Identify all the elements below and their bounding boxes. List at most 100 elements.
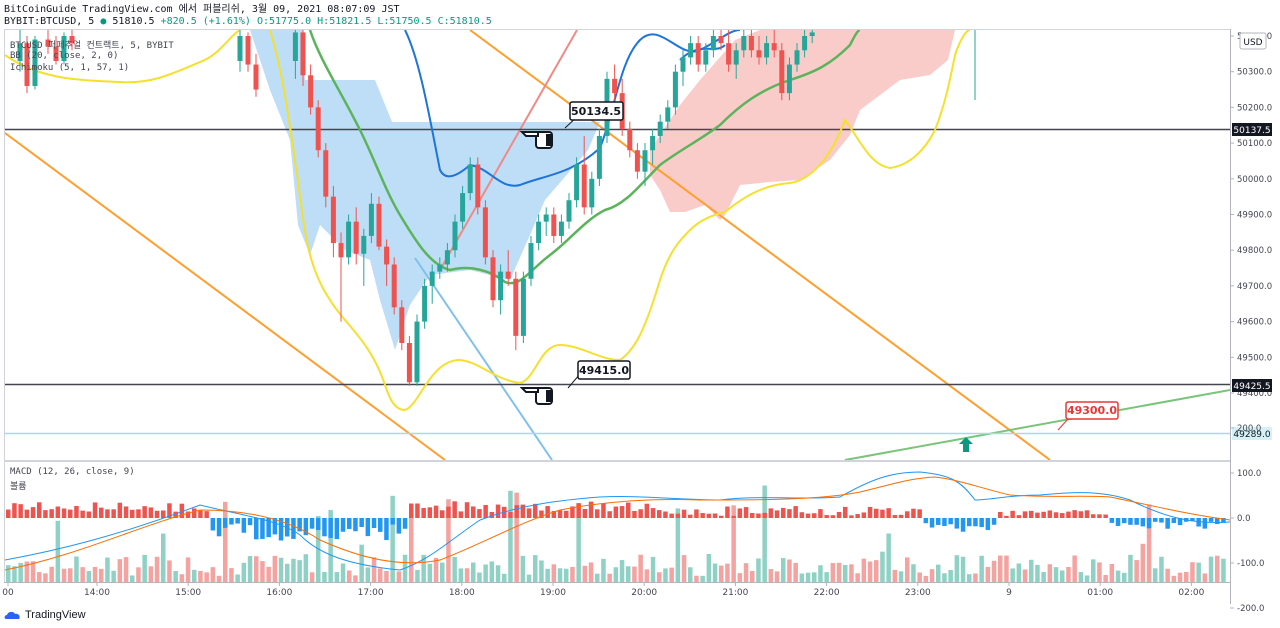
volume-bar — [1208, 556, 1214, 582]
price-badge-49425: 49425.5 — [1232, 379, 1272, 392]
volume-bar — [1109, 564, 1115, 582]
candle-body — [460, 193, 466, 222]
histogram-bar — [483, 504, 488, 518]
volume-bar — [378, 568, 383, 582]
candle-body — [300, 32, 306, 76]
time-axis[interactable]: 00 14:00 15:00 16:00 17:00 18:00 19:00 20:00 21:… — [2, 582, 1205, 598]
candle-body — [406, 343, 412, 383]
histogram-bar — [601, 503, 606, 518]
histogram-bar — [452, 501, 457, 518]
time-tick-label: 17:00 — [358, 588, 384, 598]
tradingview-cloud-icon — [4, 611, 20, 619]
main-price-pane[interactable] — [5, 25, 1230, 460]
volume-bar — [1047, 564, 1053, 582]
lightblue-trendline[interactable] — [414, 257, 553, 460]
volume-bar — [18, 563, 23, 582]
legend-bollinger[interactable]: BB (20, close, 2, 0) — [10, 51, 119, 61]
histogram-bar — [787, 509, 792, 518]
volume-bar — [111, 570, 116, 582]
histogram-bar — [793, 506, 798, 518]
macd-line — [5, 471, 1230, 571]
volume-bar — [24, 561, 30, 582]
legend-ichimoku[interactable]: Ichimoku (5, 1, 57, 1) — [10, 63, 130, 73]
price-axis[interactable]: 50400.050300.050200.050100.050000.049900… — [1230, 32, 1272, 399]
price-badge-50137-text: 50137.5 — [1233, 126, 1270, 136]
macd-signal-line — [5, 476, 1230, 571]
histogram-bar — [61, 508, 67, 518]
usd-badge[interactable]: USD — [1239, 32, 1267, 50]
legend-volume[interactable]: 볼륨 — [10, 482, 27, 492]
histogram-bar — [365, 518, 371, 537]
histogram-bar — [173, 511, 178, 518]
price-tick-label: 49900.0 — [1237, 211, 1272, 221]
candle-body — [771, 43, 777, 51]
candle-body — [323, 150, 329, 197]
candle-body — [581, 164, 587, 208]
volume-bar — [247, 556, 253, 582]
volume-bar — [725, 563, 730, 582]
time-tick-label: 16:00 — [266, 588, 292, 598]
histogram-bar — [1091, 514, 1096, 518]
tradingview-logo[interactable]: TradingView — [4, 609, 86, 621]
volume-bar — [12, 566, 17, 582]
histogram-bar — [328, 518, 333, 538]
callout-49415[interactable]: 49415.0 — [567, 360, 631, 389]
volume-bar — [130, 575, 135, 582]
price-badge-50137: 50137.5 — [1232, 123, 1272, 136]
histogram-bar — [390, 518, 395, 525]
volume-bar — [576, 504, 581, 582]
histogram-bar — [967, 518, 972, 527]
histogram-bar — [632, 510, 637, 518]
histogram-bar — [719, 515, 724, 518]
histogram-bar — [1010, 510, 1015, 518]
histogram-bar — [526, 508, 532, 518]
legend-symbol[interactable]: BTCUSD 퍼페추얼 컨트랙트, 5, BYBIT — [10, 41, 174, 51]
callout-49300[interactable]: 49300.0 — [1057, 401, 1119, 431]
histogram-bar — [533, 503, 538, 518]
histogram-bar — [409, 503, 414, 518]
histogram-bar — [675, 513, 681, 518]
volume-bar — [340, 563, 346, 582]
volume-bar — [1078, 572, 1084, 582]
histogram-bar — [595, 509, 600, 518]
volume-bar — [638, 554, 643, 582]
callout-50134[interactable]: 50134.5 — [564, 101, 624, 129]
candle-body — [237, 36, 243, 61]
histogram-bar — [322, 518, 327, 537]
ohlc-open: O:51775.0 — [256, 16, 312, 27]
symbol-line: BYBIT:BTCUSD, 5 ● 51810.5 +820.5 (+1.61%… — [4, 16, 492, 28]
volume-bar — [303, 554, 309, 582]
histogram-bar — [1153, 518, 1158, 522]
volume-bar — [1171, 575, 1177, 582]
legend-macd[interactable]: MACD (12, 26, close, 9) — [10, 467, 135, 477]
histogram-bar — [843, 506, 848, 518]
volume-bar — [123, 557, 129, 582]
orange-trendline-upper[interactable] — [469, 30, 1051, 460]
histogram-bar — [433, 505, 439, 518]
volume-bar — [396, 571, 402, 582]
histogram-bar — [954, 518, 960, 529]
volume-bar — [235, 574, 240, 582]
green-trendline[interactable] — [844, 389, 1230, 460]
histogram-bar — [1215, 518, 1220, 525]
volume-bar — [781, 558, 786, 582]
callout-50134-text: 50134.5 — [571, 105, 621, 118]
candle-body — [528, 243, 534, 279]
histogram-bar — [1022, 511, 1028, 518]
candle-body — [429, 271, 435, 286]
histogram-bar — [799, 512, 805, 518]
orange-trendline-lower[interactable] — [5, 132, 446, 460]
price-tick-label: 50000.0 — [1237, 175, 1272, 185]
volume-bar — [669, 567, 674, 582]
red-trendline[interactable] — [439, 30, 578, 271]
macd-pane[interactable] — [5, 471, 1230, 582]
volume-bar — [898, 571, 904, 582]
volume-bar — [285, 563, 290, 582]
candle-body — [672, 71, 678, 108]
volume-bar — [1159, 556, 1164, 582]
histogram-bar — [824, 515, 829, 518]
histogram-bar — [681, 509, 687, 518]
symbol-name[interactable]: BYBIT:BTCUSD, 5 — [4, 16, 95, 27]
volume-bar — [210, 567, 216, 582]
